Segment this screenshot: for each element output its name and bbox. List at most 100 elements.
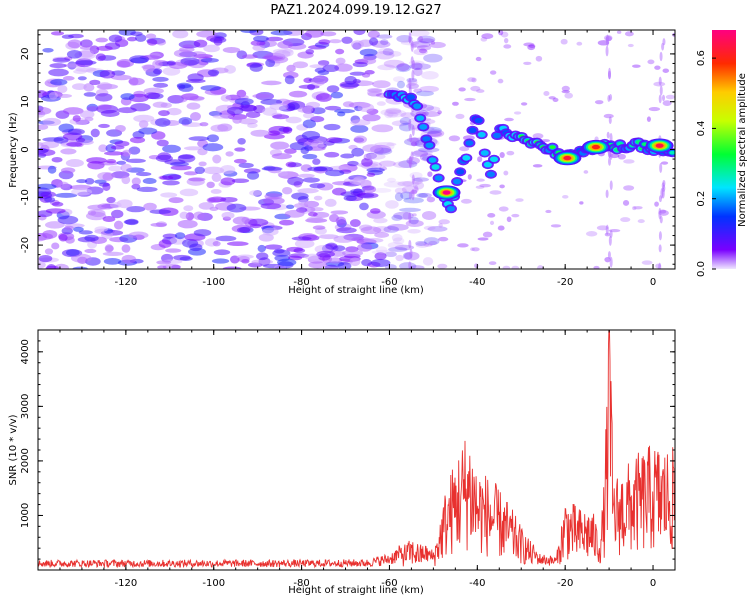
noise-blob [476,89,485,93]
noise-blob [342,101,355,108]
noise-blob [38,254,53,263]
noise-blob [270,30,293,36]
noise-blob [252,44,266,51]
noise-blob [274,50,291,58]
noise-blob [351,147,365,157]
noise-blob [545,209,552,214]
colorbar-tick-label: 0.0 [696,261,707,277]
noise-blob [298,199,309,206]
noise-blob [322,64,340,73]
noise-blob [489,190,502,195]
noise-blob [84,248,97,254]
snr-ticks: -120 -100 -80 -60 -40 -20 0 1000 2000 3000 4000 [20,329,676,589]
noise-blob [61,34,74,39]
noise-blob [45,208,66,214]
noise-blob [250,129,271,137]
noise-blob [396,80,406,89]
noise-blob [73,69,87,74]
noise-blob [437,263,448,269]
noise-blob [408,239,412,249]
noise-blob [548,96,556,100]
noise-blob [605,224,609,235]
noise-blob [369,208,381,214]
noise-blob [372,226,392,233]
noise-blob [84,234,99,242]
noise-blob [104,244,114,253]
noise-blob [83,92,97,97]
noise-blob [340,83,360,88]
noise-blob [87,204,108,211]
noise-blob [384,109,394,119]
noise-blob [179,188,199,197]
noise-blob [249,63,263,72]
noise-blob [631,64,641,68]
noise-blob [94,226,108,232]
noise-blob [357,192,379,199]
noise-blob [186,102,201,110]
x-tick-label: -100 [202,277,225,288]
noise-blob [55,192,78,198]
noise-blob [207,69,220,77]
figure-title: PAZ1.2024.099.19.12.G27 [270,3,441,18]
noise-blob [411,125,415,137]
noise-blob [594,100,604,105]
noise-blob [499,152,505,158]
noise-blob [641,260,653,265]
noise-blob [57,215,79,225]
noise-blob [624,31,634,37]
noise-blob [225,151,234,157]
spectrogram-ylabel: Frequency (Hz) [8,112,19,188]
noise-blob [361,259,372,267]
noise-blob [562,194,569,199]
noise-blob [198,202,215,210]
noise-blob [360,226,382,235]
noise-blob [98,123,110,128]
noise-blob [408,212,412,224]
signal-blob [486,171,495,178]
noise-blob [72,115,81,122]
noise-blob [332,187,347,196]
noise-blob [100,109,120,117]
noise-blob [71,188,93,196]
noise-blob [45,265,60,269]
signal-blob [462,155,471,161]
noise-blob [476,178,485,182]
noise-blob [304,145,313,152]
noise-blob [396,62,410,72]
noise-blob [482,231,493,238]
snr-xlabel: Height of straight line (km) [288,585,424,596]
noise-blob [470,85,481,92]
noise-blob [550,224,562,228]
noise-blob [497,225,505,231]
noise-blob [561,90,570,94]
noise-blob [392,237,405,245]
noise-blob [480,37,488,42]
noise-blob [429,41,446,49]
noise-blob [411,188,415,201]
noise-blob [426,106,441,112]
noise-blob [97,104,112,110]
noise-blob [632,206,637,211]
noise-blob [65,249,80,257]
noise-blob [386,177,397,183]
noise-blob [277,171,289,177]
noise-blob [503,44,512,49]
noise-blob [152,59,163,69]
noise-blob [193,229,212,237]
noise-blob [125,158,146,163]
colorbar-label: Normalized spectral amplitude [737,73,748,227]
noise-blob [609,229,613,239]
signal-blob [456,168,465,175]
noise-blob [277,258,297,267]
noise-blob [422,257,434,266]
noise-blob [310,140,325,150]
noise-blob [298,84,320,90]
noise-blob [104,151,124,156]
noise-blob [423,237,440,246]
noise-blob [261,80,282,86]
noise-blob [86,157,107,164]
noise-blob [335,48,345,55]
noise-blob [324,264,339,269]
noise-blob [608,116,612,125]
noise-blob [393,161,414,169]
